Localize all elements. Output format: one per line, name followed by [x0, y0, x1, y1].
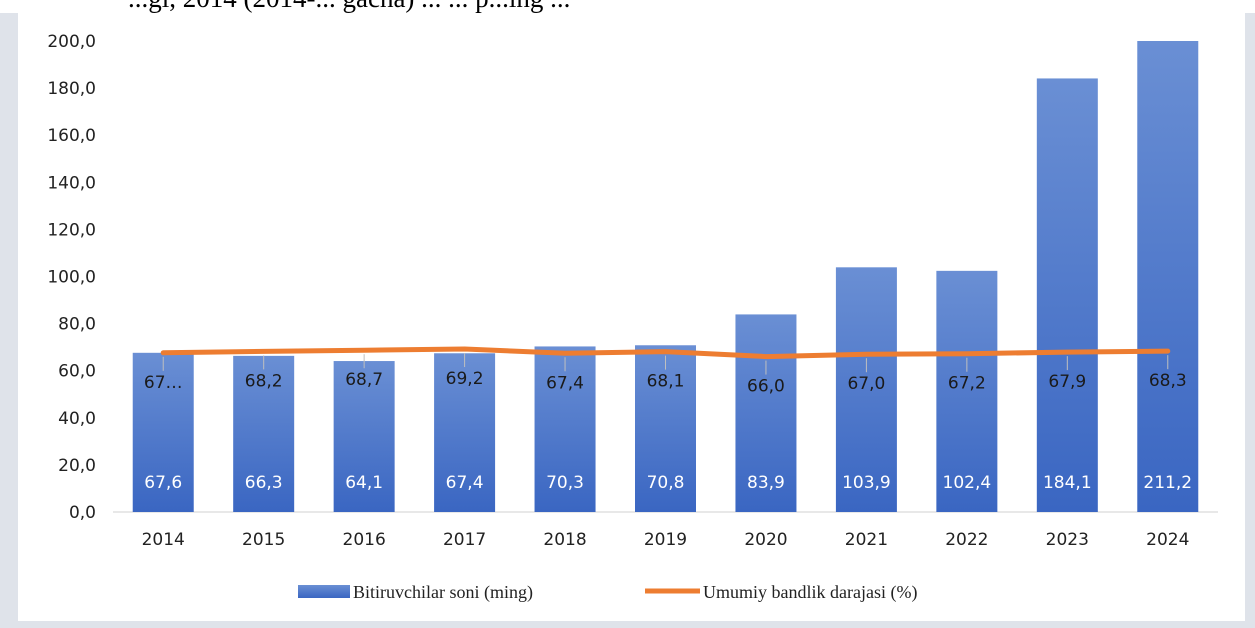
bar-2021 — [835, 267, 897, 512]
x-tick-label: 2020 — [744, 530, 787, 550]
x-tick-label: 2021 — [845, 530, 888, 550]
line-group: 67… 68,2 68,7 69,2 67,4 68,1 66,0 67,0 67,2 67,9 6… — [144, 346, 1187, 397]
x-tick-label: 2023 — [1046, 530, 1089, 550]
y-tick-label: 180,0 — [47, 79, 96, 99]
bar-2019 — [635, 345, 696, 512]
line-data-label: 68,7 — [345, 370, 383, 390]
bars-group: 67,6 66,3 64,1 67,4 70,3 70,8 83,9 103,9 102,4 18… — [132, 41, 1199, 512]
bar-2024 — [1137, 41, 1199, 512]
bar-data-label: 184,1 — [1043, 473, 1092, 493]
bar-data-label: 211,2 — [1143, 473, 1192, 493]
x-tick-label: 2018 — [543, 530, 586, 550]
y-tick-label: 120,0 — [47, 220, 96, 240]
line-data-label: 68,2 — [245, 371, 283, 391]
y-tick-label: 140,0 — [47, 173, 96, 193]
x-tick-label: 2024 — [1146, 530, 1189, 550]
x-tick-label: 2017 — [443, 530, 486, 550]
y-tick-label: 100,0 — [47, 268, 96, 288]
bar-data-label: 70,3 — [546, 473, 584, 493]
y-tick-label: 80,0 — [58, 315, 96, 335]
bar-2017 — [434, 353, 496, 512]
x-tick-label: 2014 — [142, 530, 185, 550]
y-tick-label: 60,0 — [58, 362, 96, 382]
legend-bar-label: Bitiruvchilar soni (ming) — [353, 582, 533, 603]
y-tick-label: 0,0 — [69, 503, 96, 523]
legend-bar-swatch — [298, 585, 350, 598]
line-data-label: 67,0 — [847, 374, 885, 394]
line-data-label: 69,2 — [446, 369, 484, 389]
bar-data-label: 66,3 — [245, 473, 283, 493]
y-tick-label: 40,0 — [58, 409, 96, 429]
chart-panel: 0,0 20,0 40,0 60,0 80,0 100,0 120,0 140,0 160,0 1… — [18, 13, 1245, 621]
axes-group: 0,0 20,0 40,0 60,0 80,0 100,0 120,0 140,0 160,0 1… — [47, 32, 1218, 550]
bar-2015 — [233, 355, 295, 512]
bar-data-label: 103,9 — [842, 473, 891, 493]
line-data-label: 67,9 — [1048, 372, 1086, 392]
x-tick-label: 2019 — [644, 530, 687, 550]
chart-svg: 0,0 20,0 40,0 60,0 80,0 100,0 120,0 140,0 160,0 1… — [47, 32, 1218, 603]
x-tick-label: 2015 — [242, 530, 285, 550]
bar-data-label: 102,4 — [943, 473, 992, 493]
y-tick-label: 20,0 — [58, 456, 96, 476]
chart-title: ...gi, 2014 (2014-... gacha) ... ... p..… — [128, 0, 570, 13]
bar-data-label: 67,4 — [446, 473, 484, 493]
y-tick-label: 200,0 — [47, 32, 96, 52]
bar-data-label: 83,9 — [747, 473, 785, 493]
bar-2014 — [132, 352, 194, 512]
x-tick-label: 2016 — [343, 530, 386, 550]
bar-2020 — [735, 314, 797, 512]
line-data-label: 67,4 — [546, 373, 584, 393]
bar-2022 — [936, 270, 998, 512]
bar-2016 — [333, 361, 395, 512]
legend-line-label: Umumiy bandlik darajasi (%) — [703, 582, 917, 603]
bar-2018 — [534, 346, 596, 512]
line-data-label: 67,2 — [948, 374, 986, 394]
x-tick-label: 2022 — [945, 530, 988, 550]
bar-data-label: 70,8 — [647, 473, 685, 493]
line-data-label: 67… — [144, 373, 183, 393]
bar-data-label: 64,1 — [345, 473, 383, 493]
legend-group: Bitiruvchilar soni (ming) Umumiy bandlik … — [298, 582, 917, 603]
line-data-label: 66,0 — [747, 377, 785, 397]
bar-data-label: 67,6 — [144, 473, 182, 493]
bar-2023 — [1036, 78, 1098, 512]
line-data-label: 68,3 — [1149, 371, 1187, 391]
title-strip: ...gi, 2014 (2014-... gacha) ... ... p..… — [0, 0, 1255, 13]
line-data-label: 68,1 — [647, 372, 685, 392]
y-tick-label: 160,0 — [47, 126, 96, 146]
line-series-bandlik — [160, 346, 1171, 360]
